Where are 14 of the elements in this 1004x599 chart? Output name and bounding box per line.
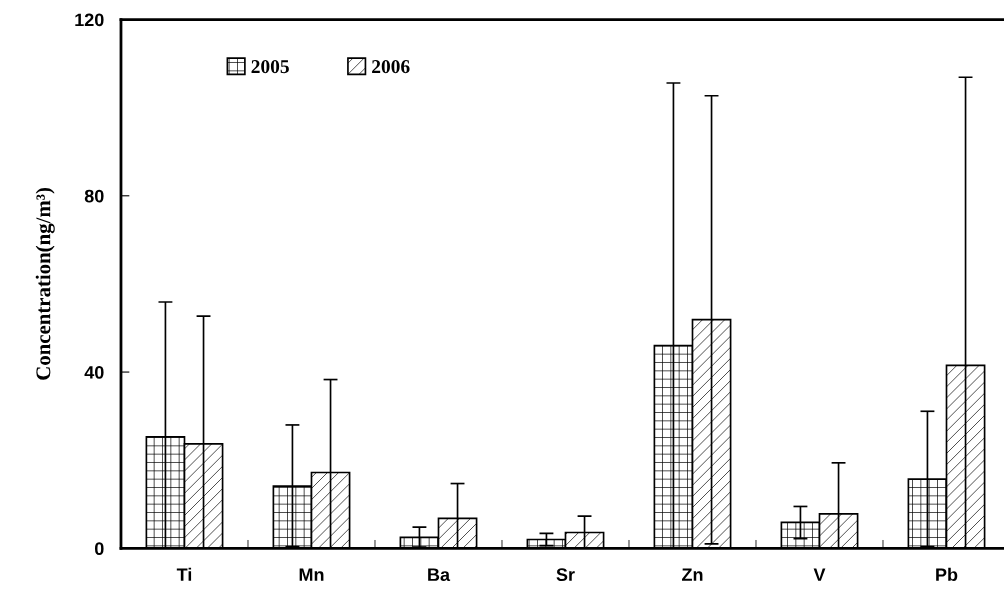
x-tick-label: V xyxy=(813,568,826,581)
x-tick-label: Sr xyxy=(556,568,575,582)
x-tick-label: Ba xyxy=(428,568,451,582)
y-tick-label: 0 xyxy=(94,542,104,556)
x-tick-label: Pb xyxy=(936,567,958,582)
x-tick-label: Zn xyxy=(682,568,703,581)
y-tick-label: 120 xyxy=(75,13,104,27)
y-tick-label: 80 xyxy=(84,189,104,203)
legend-label: 2005 xyxy=(251,60,289,74)
x-tick-label: Ti xyxy=(176,567,192,581)
y-axis-title: Concentration(ng/m³) xyxy=(35,187,55,380)
y-tick-label: 40 xyxy=(84,365,104,379)
legend-label: 2006 xyxy=(372,60,410,74)
x-tick-label: Mn xyxy=(299,568,324,581)
